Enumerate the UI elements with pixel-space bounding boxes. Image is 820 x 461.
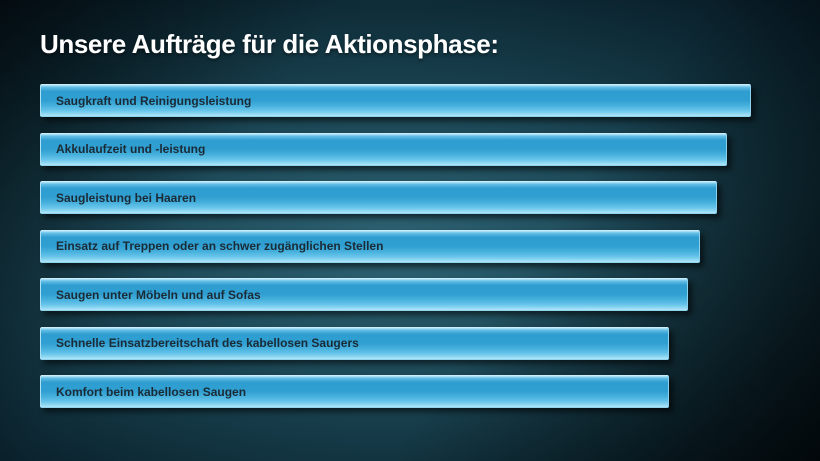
bar-item-label: Saugleistung bei Haaren [56, 190, 197, 205]
bar-item: Saugkraft und Reinigungsleistung [40, 84, 751, 117]
bar-item: Saugen unter Möbeln und auf Sofas [40, 278, 688, 311]
bar-item-label: Komfort beim kabellosen Saugen [56, 384, 247, 399]
bar-item: Einsatz auf Treppen oder an schwer zugän… [40, 229, 700, 263]
bar-item-label: Saugkraft und Reinigungsleistung [56, 93, 252, 108]
bar-list: Saugkraft und Reinigungsleistung Akkulau… [40, 84, 751, 424]
bar-item-label: Akkulaufzeit und -leistung [56, 142, 206, 156]
bar-item-label: Einsatz auf Treppen oder an schwer zugän… [56, 239, 384, 253]
bar-item: Komfort beim kabellosen Saugen [40, 375, 669, 408]
bar-item-label: Saugen unter Möbeln und auf Sofas [56, 287, 261, 302]
bar-item: Schnelle Einsatzbereitschaft des kabello… [40, 326, 669, 360]
slide-title: Unsere Aufträge für die Aktionsphase: [40, 29, 499, 59]
bar-item: Saugleistung bei Haaren [40, 181, 717, 214]
bar-item: Akkulaufzeit und -leistung [40, 132, 727, 166]
bar-item-label: Schnelle Einsatzbereitschaft des kabello… [56, 336, 359, 350]
